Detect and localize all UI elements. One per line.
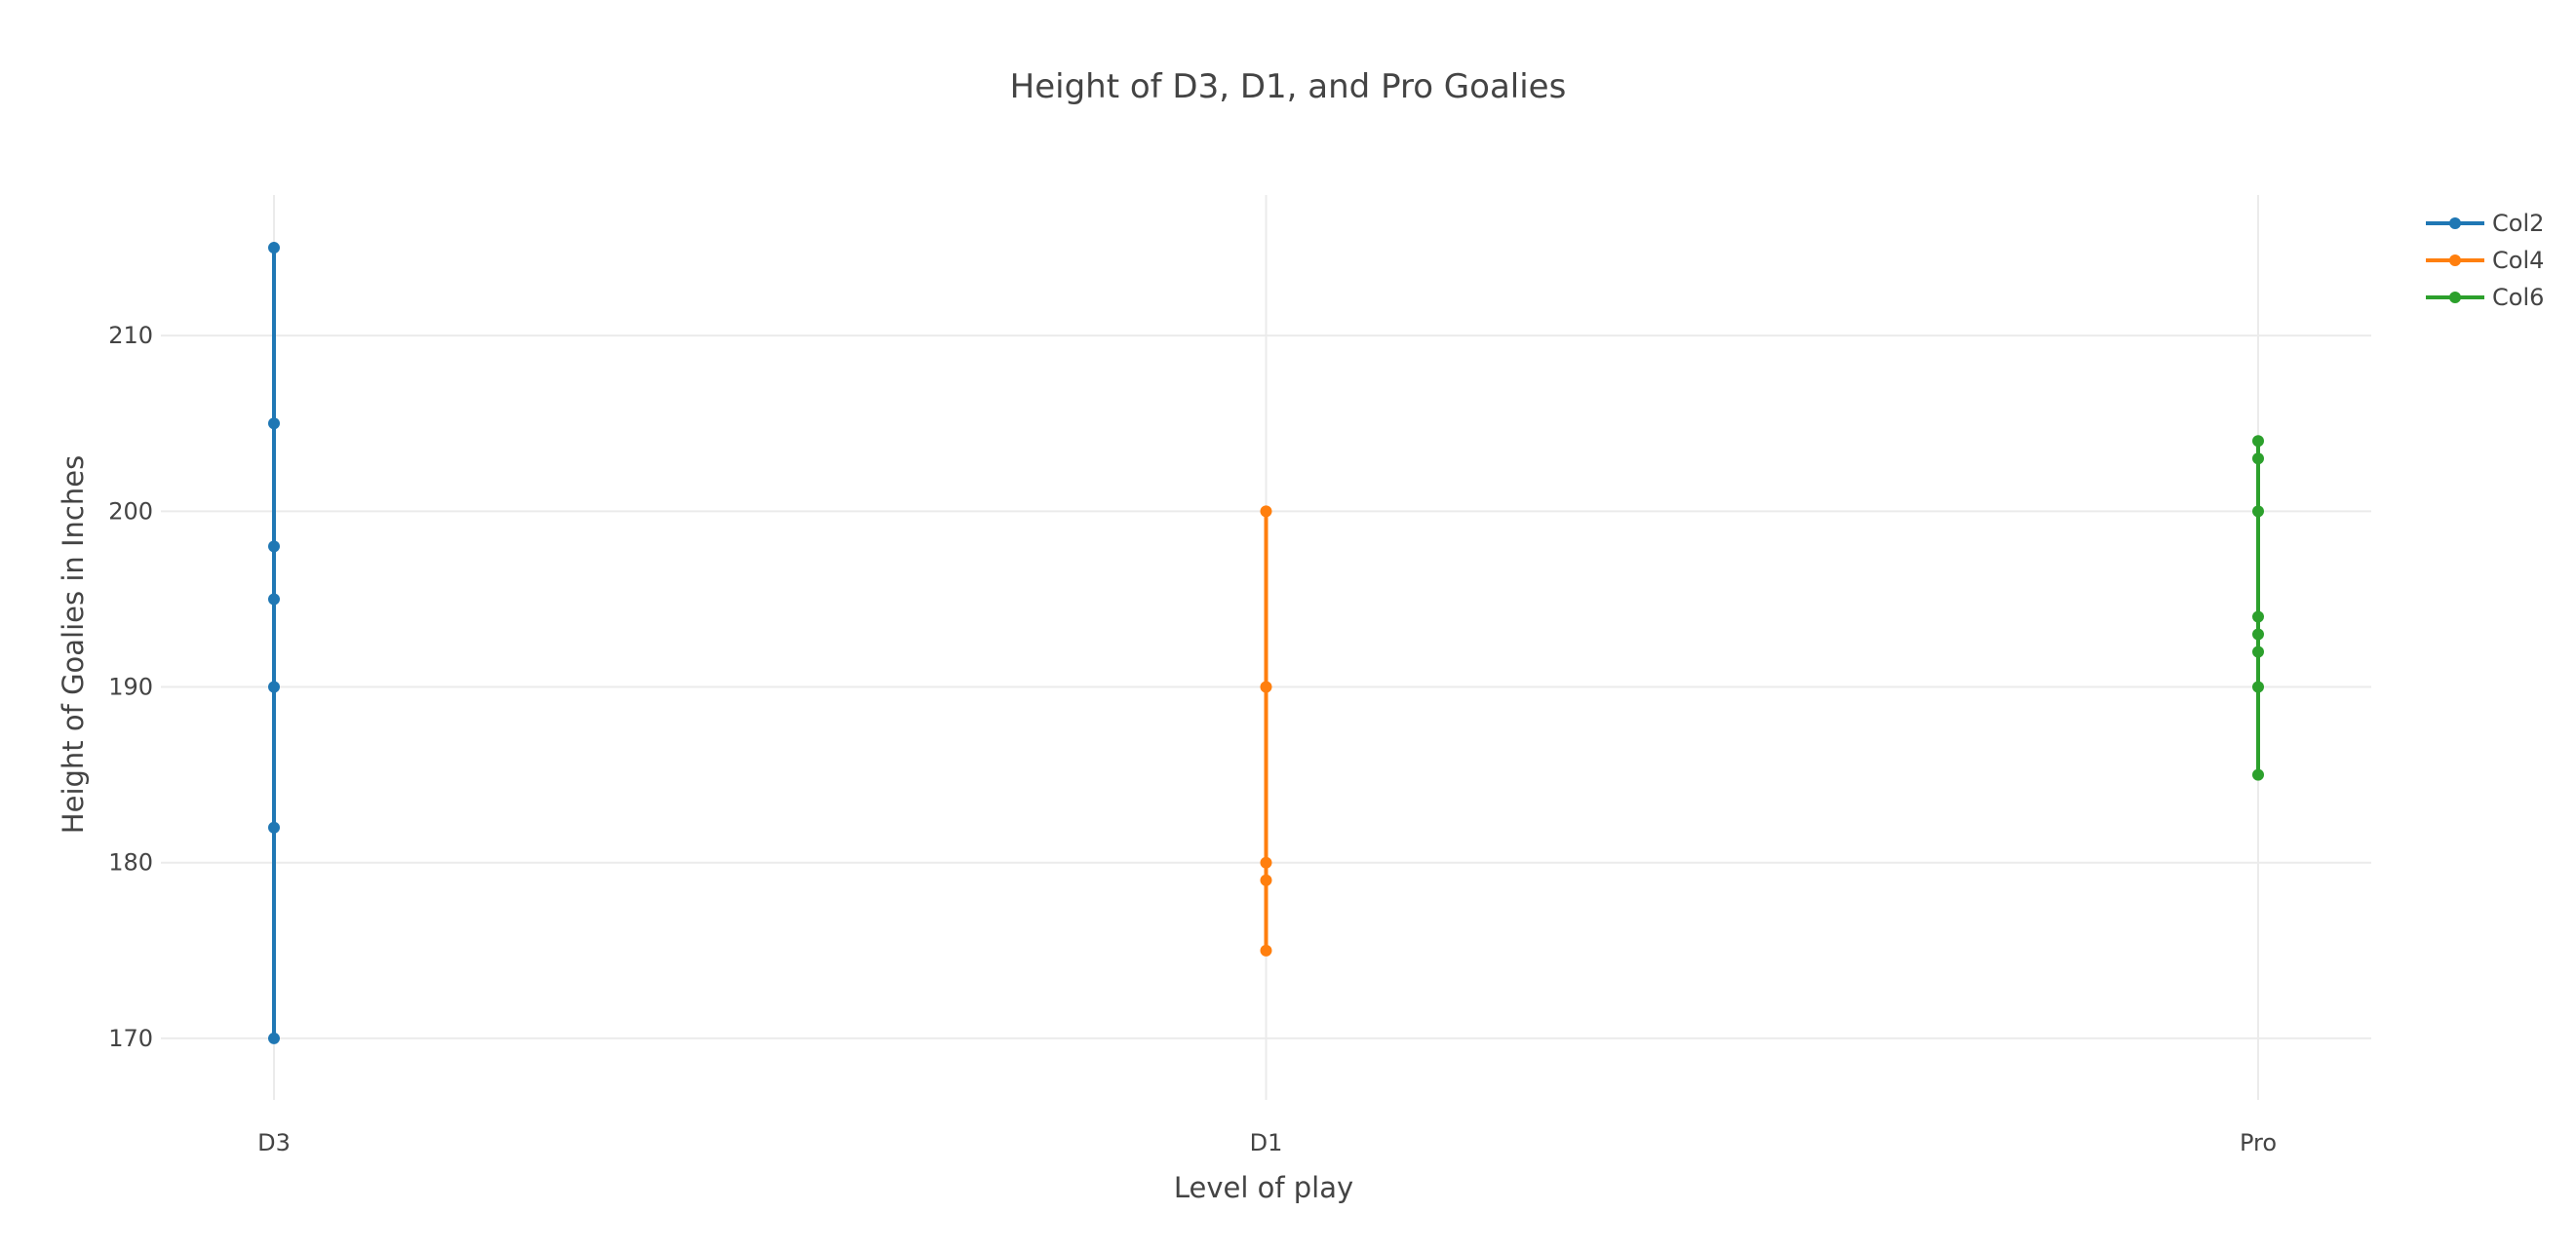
legend-item-col2[interactable]: Col2 [2426, 210, 2544, 237]
y-tick-label: 180 [108, 849, 153, 877]
series-col4 [1260, 505, 1272, 957]
x-tick-label: Pro [2240, 1129, 2277, 1156]
data-point[interactable] [2252, 628, 2264, 641]
axis-layer: 170 180 190 200 210 D3 D1 Pro [108, 322, 2277, 1156]
x-axis-title: Level of play [1174, 1171, 1353, 1204]
data-point[interactable] [2252, 435, 2264, 448]
data-point[interactable] [268, 540, 280, 553]
y-tick-label: 190 [108, 674, 153, 701]
legend-marker [2449, 292, 2461, 303]
legend-item-col4[interactable]: Col4 [2426, 247, 2544, 274]
data-point[interactable] [268, 242, 280, 254]
data-point[interactable] [268, 821, 280, 834]
data-point[interactable] [2252, 768, 2264, 781]
y-tick-label: 210 [108, 322, 153, 349]
data-point[interactable] [2252, 681, 2264, 693]
data-point[interactable] [2252, 610, 2264, 623]
legend-label: Col2 [2492, 210, 2544, 237]
data-point[interactable] [1260, 874, 1272, 886]
y-tick-label: 200 [108, 497, 153, 525]
data-point[interactable] [268, 417, 280, 430]
legend-marker [2449, 217, 2461, 229]
chart-title: Height of D3, D1, and Pro Goalies [1010, 67, 1567, 106]
y-tick-label: 170 [108, 1025, 153, 1052]
y-axis-title: Height of Goalies in Inches [57, 455, 90, 834]
legend-item-col6[interactable]: Col6 [2426, 284, 2544, 311]
series-layer [268, 242, 2264, 1044]
data-point[interactable] [2252, 646, 2264, 658]
x-tick-label: D1 [1250, 1129, 1283, 1156]
data-point[interactable] [268, 681, 280, 693]
data-point[interactable] [1260, 505, 1272, 518]
data-point[interactable] [1260, 944, 1272, 957]
data-point[interactable] [1260, 856, 1272, 869]
legend: Col2 Col4 Col6 [2426, 210, 2544, 311]
data-point[interactable] [268, 1032, 280, 1044]
legend-marker [2449, 254, 2461, 266]
legend-label: Col6 [2492, 284, 2544, 311]
series-col6 [2252, 435, 2264, 781]
data-point[interactable] [1260, 681, 1272, 693]
data-point[interactable] [2252, 452, 2264, 465]
x-tick-label: D3 [257, 1129, 291, 1156]
data-point[interactable] [2252, 505, 2264, 518]
legend-label: Col4 [2492, 247, 2544, 274]
series-col2 [268, 242, 280, 1044]
data-point[interactable] [268, 593, 280, 606]
